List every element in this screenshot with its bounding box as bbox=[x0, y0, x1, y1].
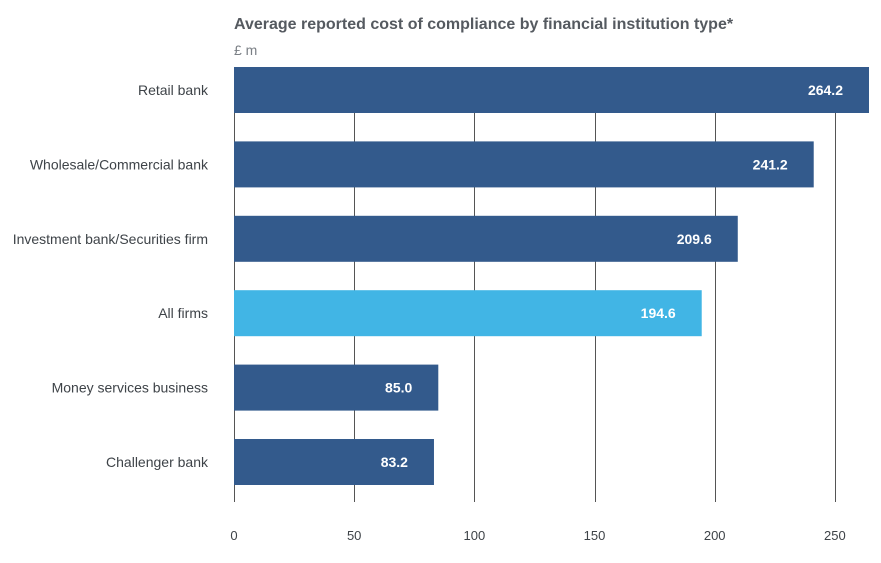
bar-value-label: 194.6 bbox=[641, 305, 676, 321]
bar-value-label: 241.2 bbox=[753, 156, 788, 172]
x-tick-label-0: 0 bbox=[230, 528, 237, 543]
category-label: Challenger bank bbox=[106, 454, 209, 470]
category-label: Investment bank/Securities firm bbox=[13, 231, 208, 247]
bar-retail-bank bbox=[234, 67, 869, 113]
bar-money-services-business bbox=[234, 364, 439, 411]
labels: 0 50 100 150 200 250 264.2 Retail bank 241.2 Whol… bbox=[13, 82, 846, 543]
bar-challenger-bank bbox=[234, 439, 434, 485]
bar-all-firms bbox=[234, 290, 702, 337]
bar-value-label: 85.0 bbox=[385, 380, 412, 396]
chart-unit-label: £ m bbox=[234, 42, 258, 58]
category-label: Money services business bbox=[52, 380, 208, 396]
x-tick-label-50: 50 bbox=[347, 528, 361, 543]
x-tick-label-100: 100 bbox=[463, 528, 485, 543]
category-label: Wholesale/Commercial bank bbox=[30, 156, 209, 172]
x-tick-label-200: 200 bbox=[704, 528, 726, 543]
bars bbox=[234, 67, 869, 485]
x-tick-label-250: 250 bbox=[824, 528, 846, 543]
bar-value-label: 209.6 bbox=[677, 231, 712, 247]
bar-investment-bank-securities-firm bbox=[234, 215, 738, 262]
chart-title: Average reported cost of compliance by f… bbox=[234, 16, 734, 33]
category-label: All firms bbox=[158, 305, 208, 321]
bar-value-label: 264.2 bbox=[808, 82, 843, 98]
bar-wholesale-commercial-bank bbox=[234, 141, 814, 188]
bar-value-label: 83.2 bbox=[381, 454, 408, 470]
x-tick-label-150: 150 bbox=[584, 528, 606, 543]
category-label: Retail bank bbox=[138, 82, 209, 98]
